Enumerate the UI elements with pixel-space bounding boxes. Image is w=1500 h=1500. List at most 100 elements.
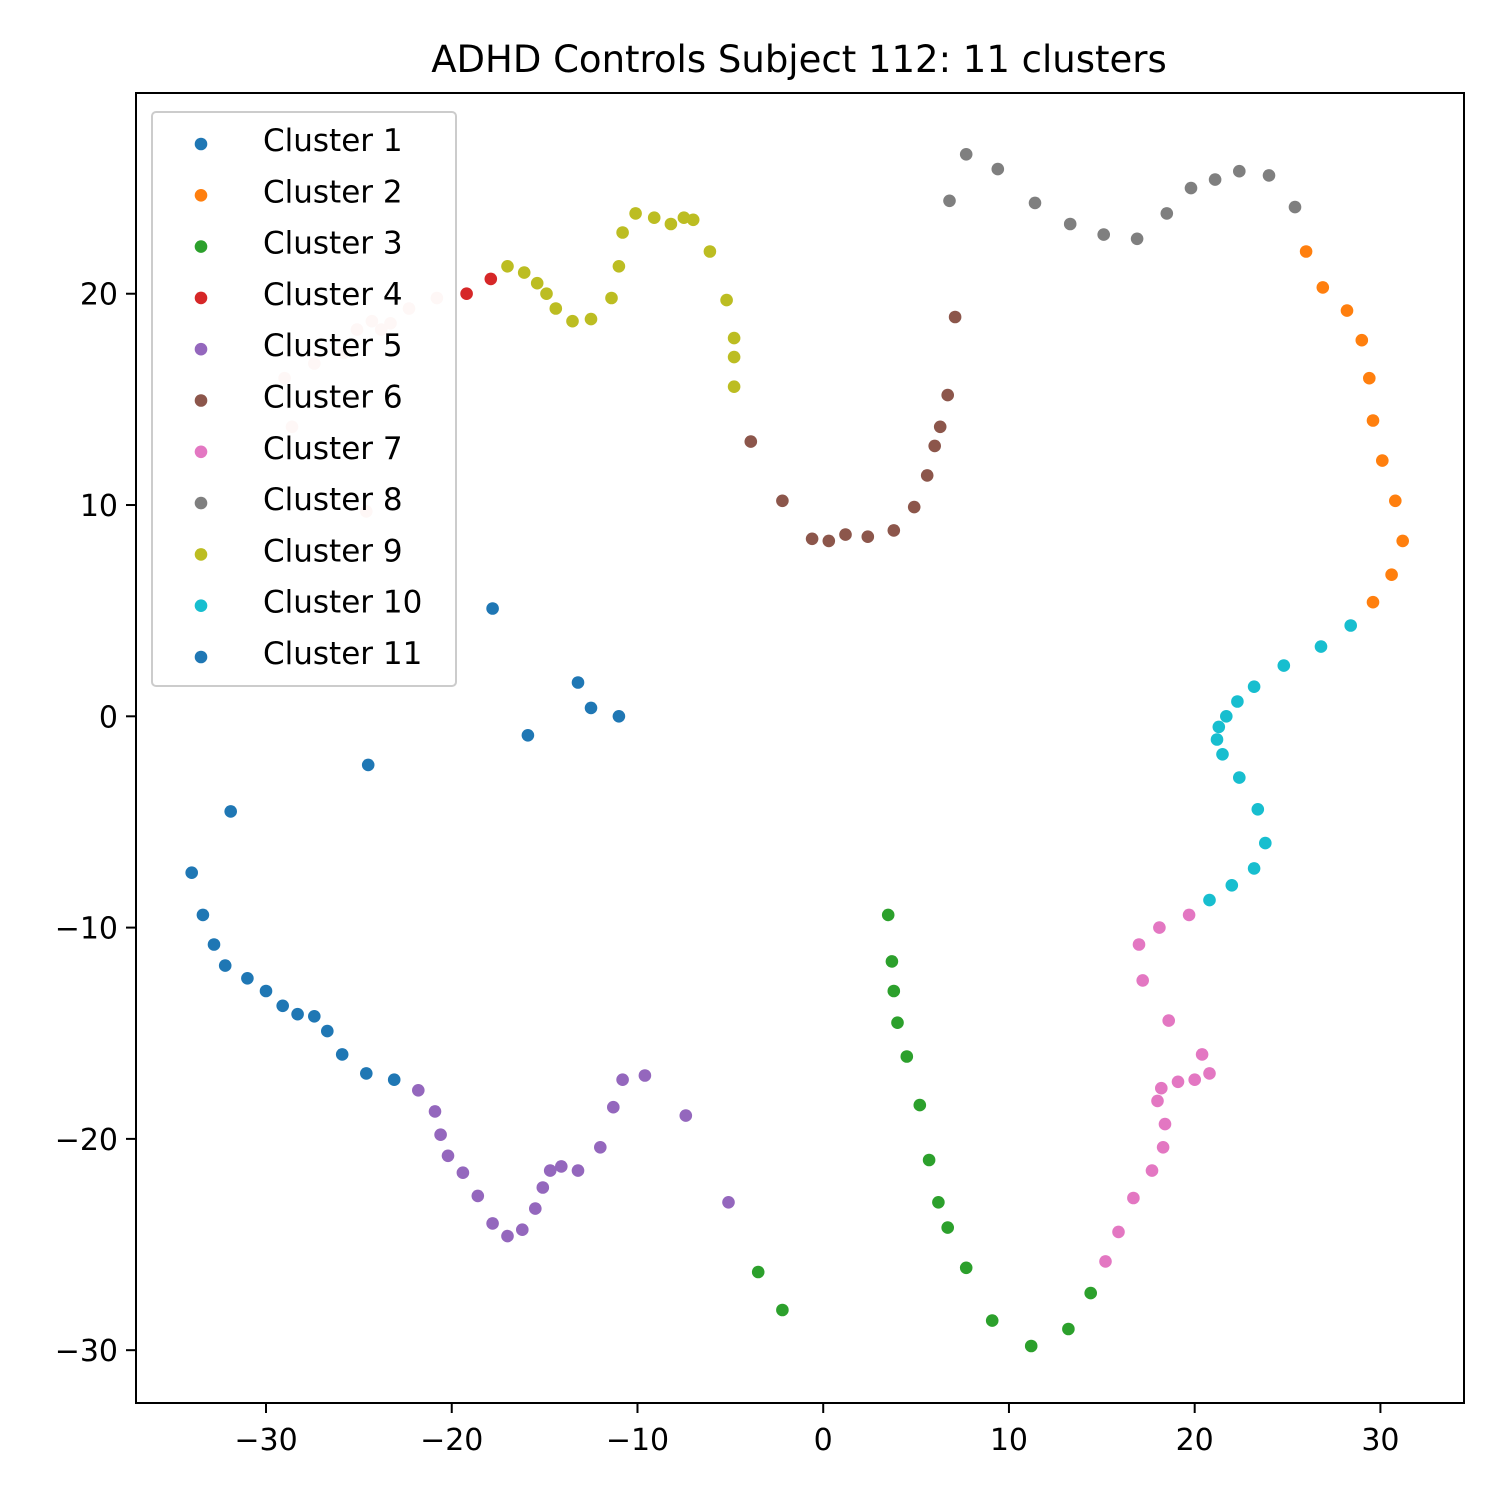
- y-axis: −30 −20 −10 0 10 20: [55, 278, 136, 1369]
- point-10-3: [1277, 659, 1291, 672]
- legend-label: Cluster 10: [263, 585, 422, 621]
- point-7-12: [1156, 1141, 1170, 1154]
- point-11-1: [185, 866, 198, 879]
- point-2-2: [1316, 281, 1330, 294]
- legend-marker: [194, 599, 208, 612]
- point-9-4: [540, 287, 553, 301]
- point-1-3: [584, 701, 598, 715]
- point-9-12: [647, 211, 661, 224]
- point-10-5: [1231, 695, 1244, 708]
- point-9-5: [549, 302, 563, 315]
- point-11-8: [291, 1007, 304, 1021]
- point-1-2: [571, 676, 585, 689]
- series-1: [224, 602, 626, 818]
- point-6-1: [744, 435, 758, 448]
- point-3-14: [1084, 1286, 1097, 1300]
- legend-label: Cluster 4: [263, 277, 403, 313]
- point-3-12: [1024, 1339, 1038, 1353]
- series-9: [501, 207, 741, 394]
- legend-item: Cluster 3: [194, 226, 403, 262]
- point-10-11: [1251, 803, 1265, 816]
- legend-item: Cluster 10: [194, 585, 422, 621]
- point-7-14: [1127, 1191, 1140, 1205]
- point-6-3: [805, 532, 819, 546]
- point-6-11: [933, 420, 947, 434]
- point-5-13: [555, 1160, 568, 1173]
- y-tick-label: −10: [55, 912, 118, 947]
- x-tick-label: 30: [1361, 1423, 1399, 1458]
- point-8-11: [1233, 164, 1246, 178]
- point-9-11: [629, 207, 642, 220]
- point-9-6: [566, 314, 579, 328]
- legend-label: Cluster 11: [263, 636, 422, 672]
- point-6-5: [839, 528, 852, 541]
- legend-label: Cluster 7: [263, 431, 403, 467]
- point-1-5: [521, 729, 535, 742]
- point-8-9: [1184, 181, 1198, 195]
- legend-label: Cluster 3: [263, 226, 403, 262]
- point-10-7: [1212, 720, 1226, 734]
- point-2-3: [1340, 304, 1354, 317]
- series-11: [185, 866, 401, 1086]
- point-5-18: [638, 1069, 652, 1082]
- point-6-6: [861, 530, 875, 543]
- x-tick-label: −20: [420, 1423, 483, 1458]
- point-9-16: [703, 245, 717, 258]
- point-11-2: [196, 908, 210, 922]
- x-axis: −30 −20 −10 0 10 20 30: [234, 1403, 1400, 1458]
- point-6-7: [887, 524, 901, 537]
- plot-frame: [135, 92, 1465, 1404]
- point-10-10: [1233, 771, 1246, 784]
- point-1-1: [486, 602, 499, 615]
- legend-item: Cluster 1: [194, 123, 403, 159]
- point-8-2: [959, 148, 973, 161]
- point-11-5: [241, 972, 254, 985]
- legend-box: [151, 111, 457, 687]
- series-10: [1203, 619, 1357, 907]
- legend-item: Cluster 8: [194, 482, 403, 518]
- legend-item: Cluster 4: [194, 277, 403, 313]
- point-8-1: [943, 194, 956, 208]
- point-6-13: [948, 310, 962, 324]
- point-5-4: [441, 1149, 455, 1163]
- point-5-2: [428, 1105, 442, 1118]
- legend-item: Cluster 9: [194, 533, 403, 569]
- point-2-6: [1366, 414, 1380, 427]
- point-6-2: [776, 494, 789, 508]
- point-3-16: [776, 1303, 789, 1317]
- point-7-15: [1112, 1225, 1125, 1239]
- x-tick-label: 20: [1176, 1423, 1214, 1458]
- point-9-3: [530, 276, 544, 290]
- point-10-14: [1225, 879, 1239, 892]
- point-10-13: [1247, 862, 1261, 875]
- point-8-12: [1262, 169, 1276, 182]
- legend-item: Cluster 2: [194, 174, 403, 210]
- point-5-19: [679, 1109, 693, 1122]
- point-5-10: [529, 1202, 542, 1215]
- point-3-3: [887, 984, 901, 998]
- point-7-4: [1136, 974, 1149, 987]
- point-10-4: [1247, 680, 1261, 693]
- series-3: [751, 908, 1097, 1353]
- point-9-8: [605, 291, 618, 305]
- point-6-12: [941, 388, 954, 402]
- point-3-10: [959, 1261, 973, 1275]
- y-tick-label: −20: [55, 1123, 118, 1158]
- x-tick-label: −10: [606, 1423, 669, 1458]
- point-5-8: [501, 1229, 514, 1243]
- series-7: [1099, 908, 1216, 1268]
- point-3-2: [885, 955, 899, 968]
- point-3-13: [1062, 1322, 1075, 1336]
- point-5-17: [616, 1073, 629, 1086]
- point-9-1: [501, 260, 514, 273]
- point-6-4: [822, 534, 836, 548]
- point-2-7: [1376, 454, 1389, 467]
- point-7-16: [1099, 1255, 1112, 1268]
- point-5-16: [607, 1100, 620, 1114]
- point-8-4: [1028, 196, 1042, 210]
- point-9-10: [616, 226, 629, 239]
- y-tick-label: 10: [80, 489, 118, 524]
- legend-item: Cluster 11: [194, 636, 422, 672]
- point-9-9: [612, 260, 626, 273]
